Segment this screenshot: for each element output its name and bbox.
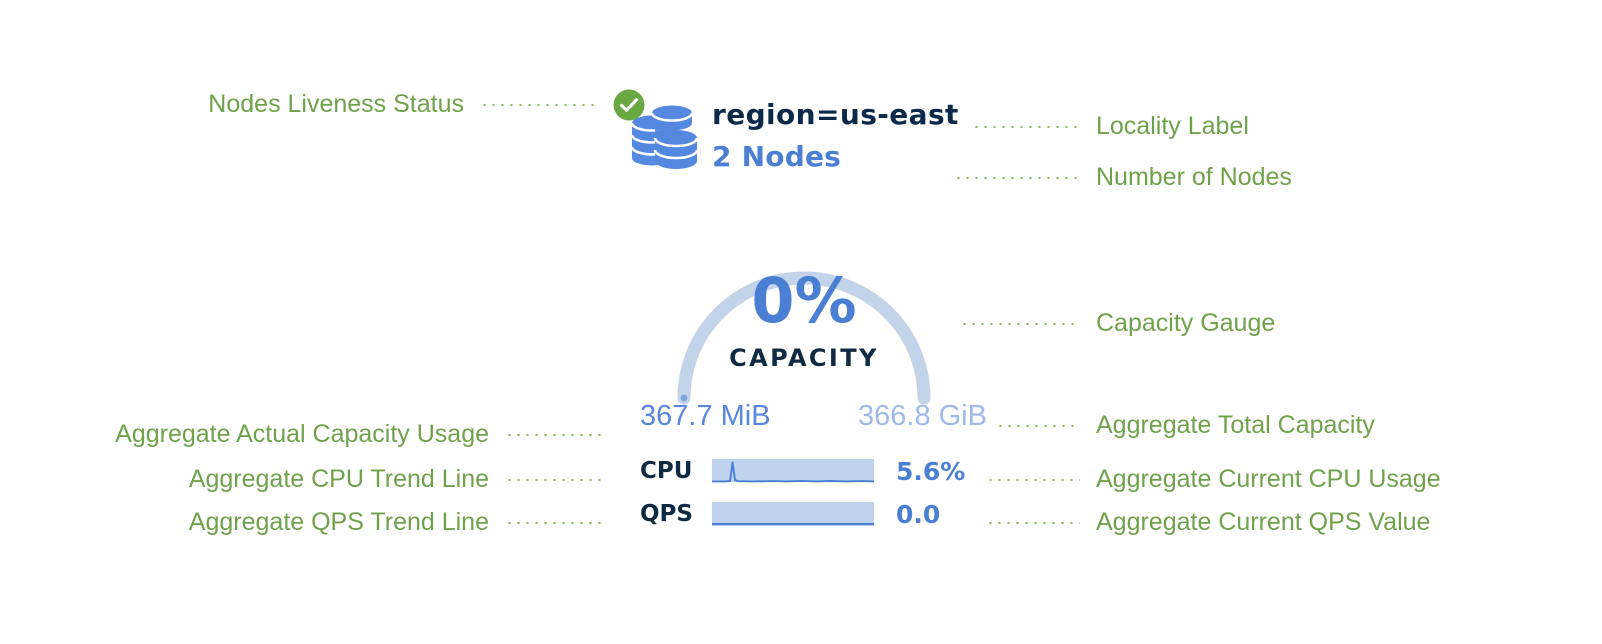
node-text-block: region=us-east 2 Nodes (712, 100, 959, 172)
check-circle-icon (612, 88, 646, 122)
database-stack-icon (613, 89, 700, 178)
annotation-locality-label: Locality Label (972, 114, 1249, 139)
qps-trend-sparkline (712, 501, 874, 527)
annotation-aggregate-current-qps-value: Aggregate Current QPS Value (986, 510, 1430, 535)
capacity-gauge: 0% CAPACITY (648, 196, 960, 408)
node-count-label: 2 Nodes (712, 140, 841, 174)
annotation-label: Nodes Liveness Status (208, 90, 464, 118)
annotation-label: Aggregate Actual Capacity Usage (115, 420, 489, 448)
annotation-aggregate-cpu-trend-line: Aggregate CPU Trend Line (58, 467, 603, 492)
capacity-total-value: 366.8 GiB (858, 400, 987, 432)
annotation-label: Aggregate Current CPU Usage (1096, 465, 1441, 493)
capacity-used-value: 367.7 MiB (640, 400, 771, 432)
metric-label-cpu: CPU (640, 457, 693, 484)
leader-line (986, 478, 1080, 481)
annotation-label: Locality Label (1096, 112, 1249, 140)
metric-value-qps: 0.0 (896, 499, 941, 529)
locality-summary-widget: region=us-east 2 Nodes (613, 89, 988, 188)
leader-line (505, 521, 603, 524)
annotation-aggregate-actual-capacity-usage: Aggregate Actual Capacity Usage (58, 422, 603, 447)
annotation-label: Aggregate CPU Trend Line (188, 465, 489, 493)
node-header-row: region=us-east 2 Nodes (613, 89, 988, 188)
leader-line (972, 125, 1080, 128)
leader-line (986, 521, 1080, 524)
annotation-label: Aggregate Total Capacity (1096, 411, 1375, 439)
leader-line (996, 424, 1080, 427)
annotation-aggregate-current-cpu-usage: Aggregate Current CPU Usage (986, 467, 1441, 492)
metric-value-cpu: 5.6% (896, 456, 966, 486)
capacity-values-row: 367.7 MiB 366.8 GiB (640, 402, 1010, 438)
leader-line (954, 176, 1080, 179)
leader-line (480, 103, 600, 106)
annotation-aggregate-qps-trend-line: Aggregate QPS Trend Line (58, 510, 603, 535)
annotation-aggregate-total-capacity: Aggregate Total Capacity (996, 413, 1375, 438)
annotation-nodes-liveness-status: Nodes Liveness Status (190, 92, 600, 117)
annotation-number-of-nodes: Number of Nodes (954, 165, 1292, 190)
annotation-label: Aggregate Current QPS Value (1096, 508, 1431, 536)
metric-row-qps: QPS 0.0 (640, 497, 1010, 531)
annotation-capacity-gauge: Capacity Gauge (960, 311, 1275, 336)
locality-label: region=us-east (712, 98, 959, 131)
cpu-trend-sparkline (712, 458, 874, 484)
annotation-label: Number of Nodes (1096, 163, 1292, 191)
metric-label-qps: QPS (640, 500, 693, 527)
annotation-label: Aggregate QPS Trend Line (188, 508, 489, 536)
annotation-label: Capacity Gauge (1096, 309, 1276, 337)
metric-row-cpu: CPU 5.6% (640, 454, 1010, 488)
leader-line (960, 322, 1080, 325)
leader-line (505, 433, 603, 436)
leader-line (505, 478, 603, 481)
